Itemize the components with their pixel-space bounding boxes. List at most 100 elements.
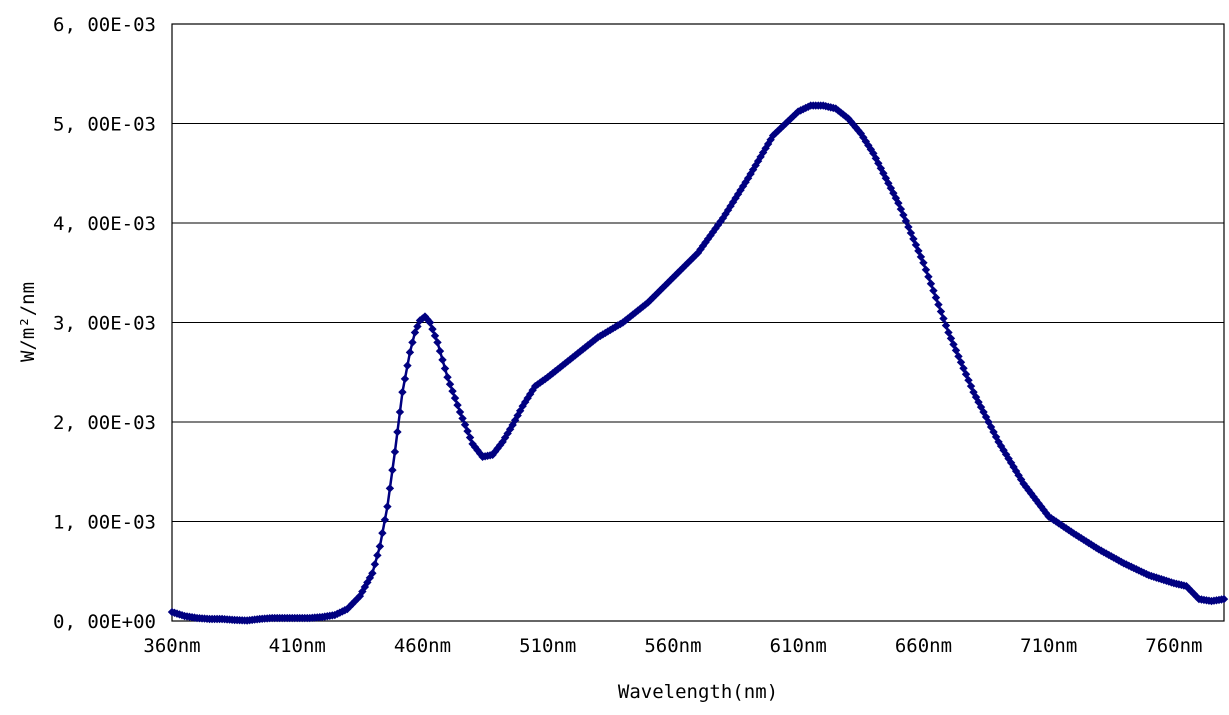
data-point xyxy=(791,109,800,119)
x-tick-label: 460nm xyxy=(394,635,451,657)
data-point xyxy=(831,104,840,113)
data-point xyxy=(876,164,886,173)
data-point xyxy=(1031,495,1041,505)
plot-frame xyxy=(171,23,1225,622)
data-point xyxy=(561,359,570,368)
data-point xyxy=(899,210,908,220)
y-tick-label: 0, 00E+00 xyxy=(53,611,156,633)
data-point xyxy=(1024,486,1033,495)
data-point xyxy=(410,328,420,337)
data-point xyxy=(440,364,450,373)
data-point xyxy=(395,407,405,417)
data-point xyxy=(383,502,392,511)
data-point xyxy=(566,355,575,364)
data-point xyxy=(753,156,763,166)
data-point xyxy=(546,371,555,380)
data-point xyxy=(1192,592,1201,601)
data-point xyxy=(458,414,467,423)
data-point xyxy=(1029,492,1038,502)
x-tick-label: 610nm xyxy=(770,635,827,657)
data-point xyxy=(776,124,785,133)
data-point xyxy=(398,387,407,397)
data-point xyxy=(581,343,590,352)
data-point xyxy=(543,373,552,382)
data-point xyxy=(568,353,577,362)
data-point xyxy=(758,148,768,157)
data-point xyxy=(911,240,921,250)
data-point xyxy=(884,179,893,188)
data-point xyxy=(756,152,765,162)
data-point xyxy=(864,141,873,150)
data-point xyxy=(914,246,923,256)
y-tick-label: 1, 00E-03 xyxy=(53,512,156,534)
data-point xyxy=(931,293,941,302)
data-point xyxy=(736,185,745,195)
data-point xyxy=(939,314,948,323)
data-point xyxy=(891,193,901,203)
grid-lines xyxy=(172,123,1224,522)
data-point xyxy=(909,234,918,244)
data-point xyxy=(553,365,562,374)
data-point xyxy=(1014,471,1023,480)
data-point xyxy=(1219,594,1229,604)
x-tick-label: 410nm xyxy=(269,635,326,657)
data-point xyxy=(523,393,532,403)
data-point xyxy=(839,110,848,119)
y-axis-label: W/m²/nm xyxy=(17,282,39,362)
data-point xyxy=(591,335,600,344)
data-point xyxy=(1004,454,1013,463)
data-point xyxy=(906,228,916,238)
data-point xyxy=(586,339,595,348)
data-point xyxy=(949,340,958,349)
data-point xyxy=(954,352,963,361)
data-point xyxy=(999,446,1008,455)
data-point xyxy=(751,161,760,170)
data-point xyxy=(393,427,402,437)
data-point xyxy=(926,279,936,288)
data-point xyxy=(919,258,928,267)
data-point xyxy=(851,123,860,132)
data-point xyxy=(430,331,440,340)
x-tick-label: 560nm xyxy=(644,635,701,657)
data-point xyxy=(350,597,360,606)
data-point xyxy=(741,178,750,187)
data-point xyxy=(748,165,758,174)
data-point xyxy=(363,578,372,587)
data-point xyxy=(881,174,891,183)
data-point xyxy=(921,265,931,274)
data-point xyxy=(448,386,457,396)
data-point xyxy=(856,129,866,138)
x-axis-tick-labels: 360nm 410nm 460nm 510nm 560nm 610nm 660nm 710nm… xyxy=(143,635,1202,657)
data-point xyxy=(400,374,410,384)
data-point xyxy=(941,321,951,330)
data-point xyxy=(558,361,567,370)
data-point xyxy=(854,126,863,135)
data-point xyxy=(773,126,783,135)
data-point xyxy=(771,128,780,138)
data-point xyxy=(563,357,572,366)
data-point xyxy=(956,358,966,367)
data-point xyxy=(445,379,455,389)
data-point xyxy=(874,159,883,168)
data-point xyxy=(408,338,417,347)
data-point xyxy=(465,433,475,442)
data-point xyxy=(618,318,628,327)
data-point xyxy=(443,373,452,382)
data-point xyxy=(576,347,585,356)
data-point xyxy=(525,389,535,399)
data-point xyxy=(1021,482,1031,492)
series-line xyxy=(171,104,1225,622)
data-point xyxy=(924,272,933,281)
data-point xyxy=(841,112,850,121)
data-point xyxy=(836,108,845,117)
data-point xyxy=(373,551,382,560)
data-point xyxy=(1036,502,1046,511)
data-point xyxy=(583,341,592,350)
data-point xyxy=(859,133,868,142)
data-point xyxy=(528,385,537,395)
data-point xyxy=(360,582,370,592)
data-point xyxy=(879,169,888,178)
data-point xyxy=(571,351,580,360)
data-point xyxy=(438,355,447,365)
data-point xyxy=(370,560,380,569)
